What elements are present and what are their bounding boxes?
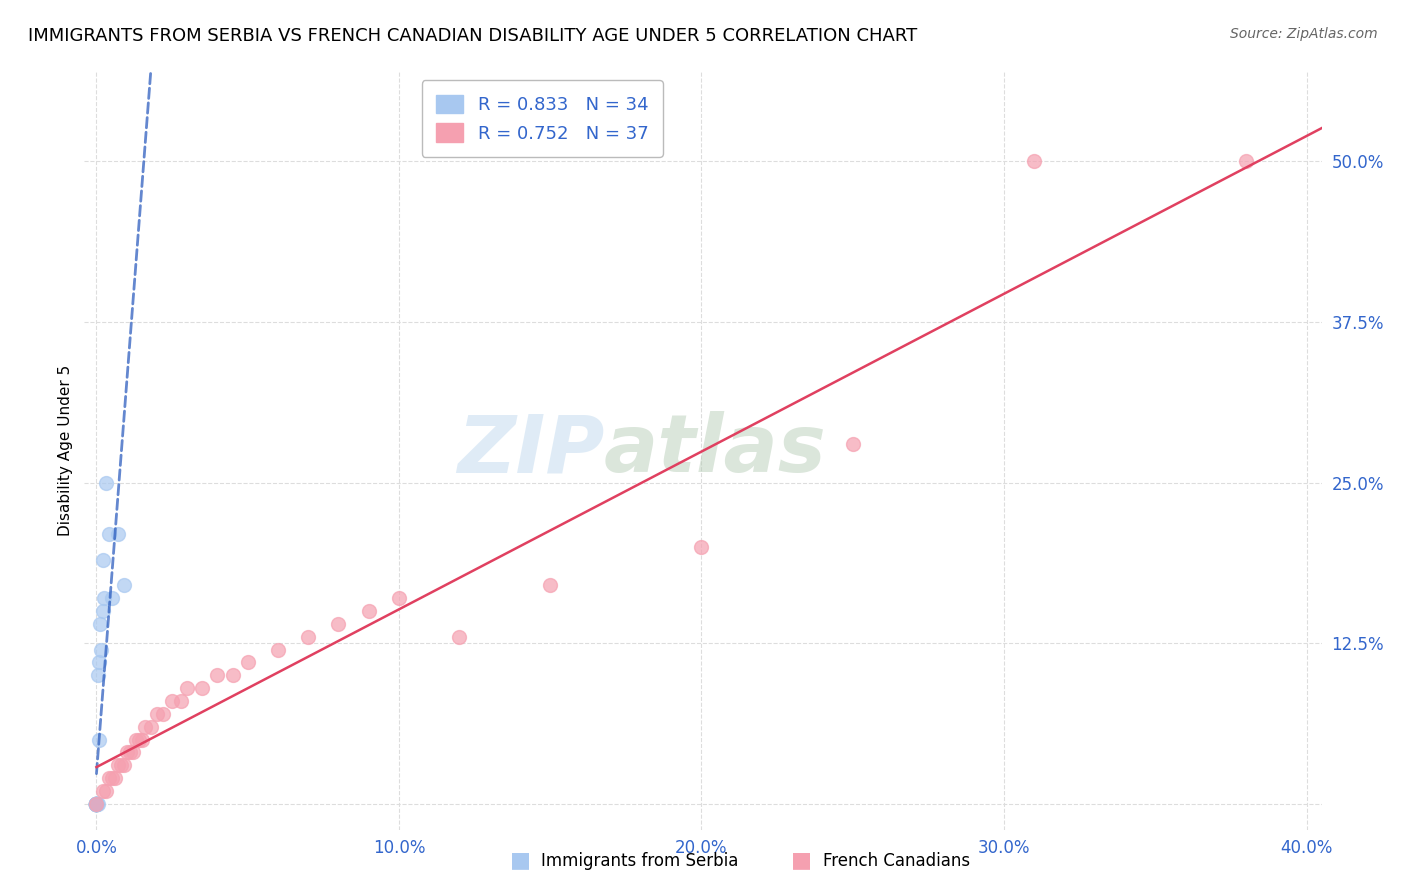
Point [86,797,108,811]
Point [86,797,108,811]
Point [86,797,108,811]
Point [121,746,143,760]
Point [86,797,108,811]
Point [1024,154,1046,169]
Point [86,797,108,811]
Point [139,720,162,734]
Text: ZIP: ZIP [457,411,605,490]
Point [86,797,108,811]
Point [388,591,411,606]
Point [357,604,380,618]
Point [91,784,114,798]
Text: French Canadians: French Canadians [823,852,970,870]
Point [160,694,183,708]
Point [86,797,108,811]
Point [91,604,114,618]
Point [86,797,108,811]
Point [236,656,259,670]
Point [100,591,122,606]
Point [221,668,243,682]
Point [690,540,713,554]
Point [86,797,108,811]
Point [90,642,112,657]
Point [118,746,141,760]
Point [86,797,108,811]
Point [842,437,865,451]
Point [176,681,198,696]
Legend: R = 0.833   N = 34, R = 0.752   N = 37: R = 0.833 N = 34, R = 0.752 N = 37 [422,80,662,157]
Y-axis label: Disability Age Under 5: Disability Age Under 5 [58,365,73,536]
Point [131,732,153,747]
Point [97,527,120,541]
Point [86,797,108,811]
Point [91,552,114,566]
Point [93,591,115,606]
Point [134,720,156,734]
Point [115,746,138,760]
Point [86,797,108,811]
Point [86,797,108,811]
Point [86,797,108,811]
Text: ■: ■ [792,850,811,870]
Point [86,797,108,811]
Text: Source: ZipAtlas.com: Source: ZipAtlas.com [1230,27,1378,41]
Point [94,784,117,798]
Point [191,681,214,696]
Point [97,771,120,785]
Point [107,758,129,772]
Text: atlas: atlas [605,411,827,490]
Point [110,758,132,772]
Point [449,630,471,644]
Text: Immigrants from Serbia: Immigrants from Serbia [541,852,738,870]
Point [87,668,110,682]
Point [86,797,108,811]
Point [107,527,129,541]
Point [112,578,135,592]
Point [87,732,110,747]
Point [146,706,169,721]
Point [170,694,193,708]
Point [207,668,229,682]
Point [1234,154,1257,169]
Point [86,797,108,811]
Point [112,758,135,772]
Point [538,578,561,592]
Point [86,797,108,811]
Point [89,656,111,670]
Point [86,797,108,811]
Text: IMMIGRANTS FROM SERBIA VS FRENCH CANADIAN DISABILITY AGE UNDER 5 CORRELATION CHA: IMMIGRANTS FROM SERBIA VS FRENCH CANADIA… [28,27,917,45]
Point [267,642,290,657]
Text: ■: ■ [510,850,530,870]
Point [125,732,148,747]
Point [152,706,174,721]
Point [86,797,108,811]
Point [86,797,108,811]
Point [100,771,122,785]
Point [86,797,108,811]
Point [94,475,117,490]
Point [104,771,127,785]
Point [328,616,350,631]
Point [89,616,111,631]
Point [128,732,150,747]
Point [297,630,319,644]
